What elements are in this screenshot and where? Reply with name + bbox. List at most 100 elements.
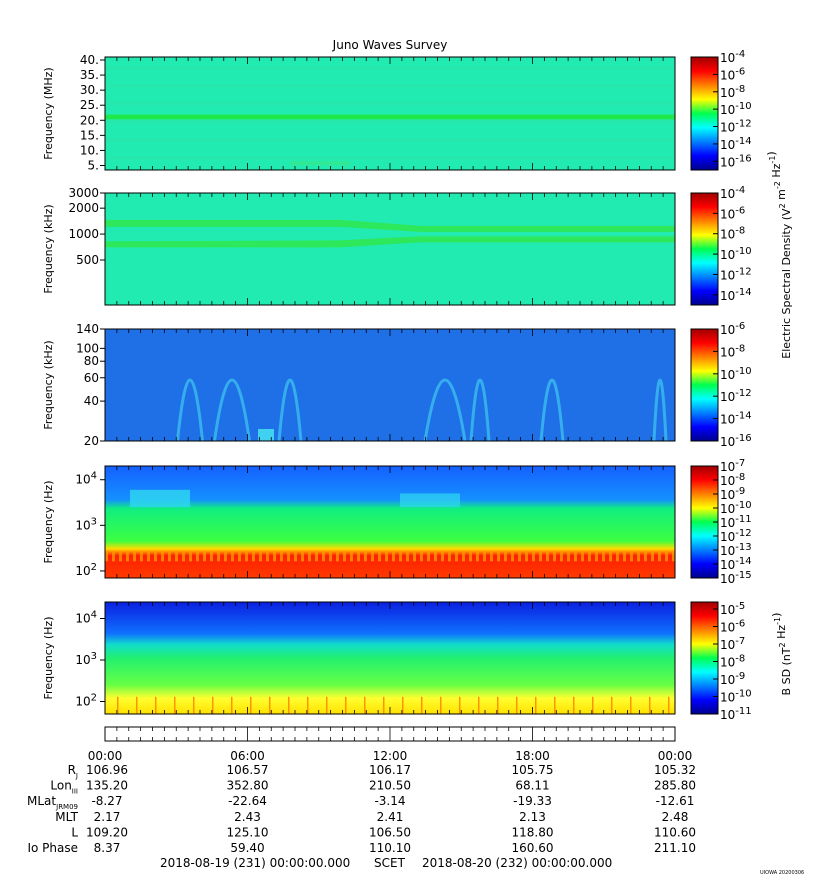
- colorbar-tick: 10-6: [720, 205, 745, 221]
- colorbar-tick: 10-14: [720, 287, 752, 303]
- xtick-label: 06:00: [230, 749, 265, 763]
- ytick-label: 60: [84, 371, 99, 385]
- colorbar-tick: 10-14: [720, 136, 752, 152]
- ephem-value: 2.41: [377, 810, 404, 824]
- colorbar-tick: 10-12: [720, 528, 752, 544]
- colorbar-tick: 10-10: [720, 246, 752, 262]
- ytick-label: 30.: [80, 83, 99, 97]
- ephem-value: -19.33: [513, 794, 552, 808]
- ytick-label: 102: [75, 562, 97, 578]
- colorbar-tick: 10-8: [720, 472, 745, 488]
- ytick-label: 500: [76, 253, 99, 267]
- ephem-label: LonIII: [50, 779, 78, 796]
- ytick-label: 1000: [68, 227, 99, 241]
- colorbar-tick: 10-6: [720, 321, 745, 337]
- ylabel: Frequency (kHz): [42, 204, 55, 293]
- band-21mhz: [105, 114, 675, 120]
- spectrogram-3: [105, 329, 675, 441]
- colorbar-tick: 10-6: [720, 66, 745, 82]
- ephem-value: 68.11: [515, 779, 549, 793]
- ephem-value: 352.80: [227, 779, 269, 793]
- ytick-label: 100: [76, 341, 99, 355]
- colorbar-tick: 10-14: [720, 556, 752, 572]
- colorbar-tick: 10-7: [720, 636, 745, 652]
- ephem-value: 160.60: [512, 841, 554, 855]
- ephem-value: 2.13: [519, 810, 546, 824]
- ephem-label: RJ: [68, 763, 78, 780]
- ylabel: Frequency (MHz): [42, 67, 55, 159]
- svg-text:Electric Spectral Density (V2: Electric Spectral Density (V2 m-2 Hz-1): [765, 151, 793, 358]
- colorbar-tick: 10-11: [720, 706, 752, 722]
- colorbar-tick: 10-10: [720, 366, 752, 382]
- spectrogram-2: [105, 193, 675, 305]
- ephem-value: 210.50: [369, 779, 411, 793]
- ytick-label: 40.: [80, 53, 99, 67]
- colorbar-tick: 10-16: [720, 153, 752, 169]
- ytick-label: 20: [84, 434, 99, 448]
- ytick-label: 5.: [88, 158, 99, 172]
- watermark: UIOWA 20200306: [760, 870, 804, 876]
- ephem-value: 110.10: [369, 841, 411, 855]
- colorbar-tick: 10-5: [720, 601, 745, 617]
- colorbar-3: [690, 328, 719, 442]
- xtick-label: 00:00: [658, 749, 693, 763]
- colorbar-tick: 10-12: [720, 266, 752, 282]
- ephem-label: MLatJRM09: [27, 794, 78, 811]
- ephem-value: 110.60: [654, 825, 696, 839]
- panel-1: 5.10.15.20.25.30.35.40. Frequency (MHz) 10…: [42, 49, 752, 172]
- spectrogram-4: [105, 466, 675, 578]
- ylabel: Frequency (Hz): [42, 481, 55, 564]
- colorbar-label-magnetic: B SD (nT2 Hz-1): [770, 613, 793, 696]
- ephem-value: 106.96: [86, 763, 128, 777]
- svg-text:B SD (nT2 Hz-1): B SD (nT2 Hz-1): [770, 613, 793, 696]
- ephem-value: 105.32: [654, 763, 696, 777]
- colorbar-tick: 10-13: [720, 542, 752, 558]
- footer-scet: SCET: [374, 856, 406, 870]
- ytick-label: 35.: [80, 68, 99, 82]
- ytick-label: 80: [84, 354, 99, 368]
- ephem-value: 2.17: [94, 810, 121, 824]
- ephem-value: 125.10: [227, 825, 269, 839]
- xtick-label: 12:00: [373, 749, 408, 763]
- xtick-label: 00:00: [88, 749, 123, 763]
- ytick-label: 104: [75, 610, 97, 626]
- colorbar-5: [690, 601, 719, 715]
- ephem-value: -3.14: [374, 794, 405, 808]
- colorbar-tick: 10-7: [720, 458, 745, 474]
- ephemeris-table: RJ 106.96 106.57 106.17 105.75 105.32 LonIII 13…: [27, 763, 696, 855]
- panel-4: 102 103 104 Frequency (Hz) 10-710-810-910-10…: [42, 458, 752, 586]
- ytick-label: 140: [76, 322, 99, 336]
- colorbar-tick: 10-16: [720, 433, 752, 449]
- ephem-value: 109.20: [86, 825, 128, 839]
- colorbar-tick: 10-8: [720, 84, 745, 100]
- colorbar-tick: 10-10: [720, 689, 752, 705]
- ephem-value: 118.80: [512, 825, 554, 839]
- ytick-label: 102: [75, 693, 97, 709]
- colorbar-tick: 10-9: [720, 486, 745, 502]
- colorbar-tick: 10-11: [720, 514, 752, 530]
- ytick-label: 2000: [68, 201, 99, 215]
- ephem-value: 59.40: [230, 841, 264, 855]
- ephem-value: 285.80: [654, 779, 696, 793]
- ephem-value: 105.75: [512, 763, 554, 777]
- colorbar-label-electric: Electric Spectral Density (V2 m-2 Hz-1): [765, 151, 793, 358]
- colorbar-tick: 10-8: [720, 654, 745, 670]
- band-lower: [105, 236, 675, 248]
- colorbar-tick: 10-10: [720, 101, 752, 117]
- colorbar-tick: 10-12: [720, 119, 752, 135]
- ephem-value: 8.37: [94, 841, 121, 855]
- ytick-label: 104: [75, 471, 97, 487]
- ephem-value: -8.27: [91, 794, 122, 808]
- colorbar-tick: 10-4: [720, 185, 745, 201]
- colorbar-tick: 10-8: [720, 226, 745, 242]
- colorbar-tick: 10-14: [720, 411, 752, 427]
- colorbar-1: [690, 56, 719, 171]
- colorbar-tick: 10-6: [720, 619, 745, 635]
- ylabel: Frequency (Hz): [42, 617, 55, 700]
- ytick-label: 10.: [80, 143, 99, 157]
- ephem-value: 211.10: [654, 841, 696, 855]
